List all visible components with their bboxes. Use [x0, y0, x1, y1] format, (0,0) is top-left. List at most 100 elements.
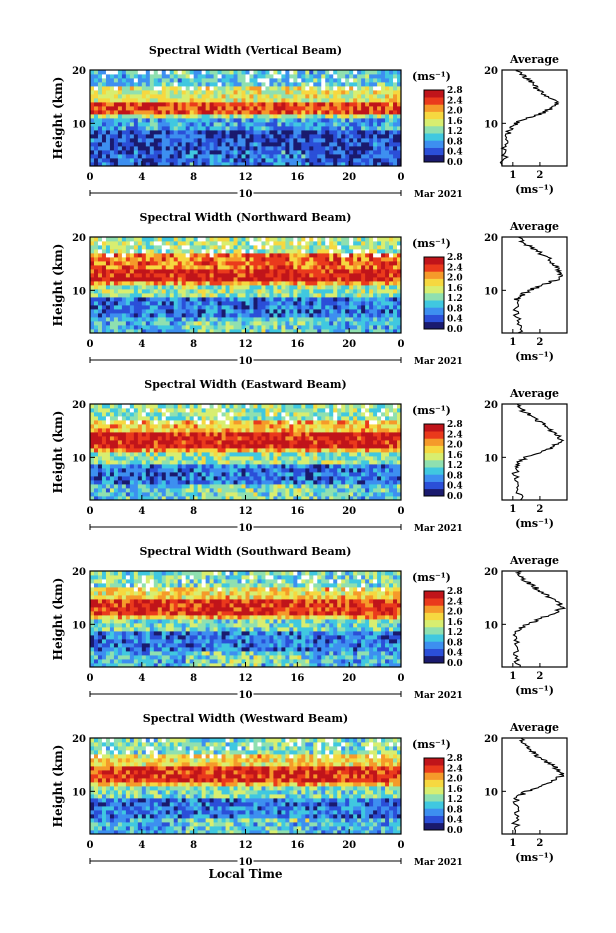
heatmap-cell: [293, 126, 297, 130]
heatmap-cell: [106, 102, 110, 106]
heatmap-cell: [313, 253, 317, 257]
heatmap-cell: [222, 317, 226, 321]
heatmap-cell: [158, 297, 162, 301]
heatmap-cell: [249, 476, 253, 480]
heatmap-cell: [134, 273, 138, 277]
heatmap-cell: [110, 448, 114, 452]
heatmap-cell: [289, 70, 293, 74]
heatmap-cell: [246, 464, 250, 468]
colorbar-tick-label: 0.8: [447, 304, 463, 314]
heatmap-cell: [285, 448, 289, 452]
heatmap-cell: [102, 452, 106, 456]
heatmap-cell: [249, 480, 253, 484]
heatmap-cell: [329, 102, 333, 106]
heatmap-cell: [142, 476, 146, 480]
heatmap-cell: [365, 102, 369, 106]
heatmap-cell: [166, 325, 170, 329]
heatmap-cell: [281, 293, 285, 297]
heatmap-cell: [301, 106, 305, 110]
heatmap-cell: [365, 305, 369, 309]
heatmap-cell: [317, 309, 321, 313]
heatmap-cell: [234, 257, 238, 261]
heatmap-cell: [305, 118, 309, 122]
heatmap-cell: [90, 130, 94, 134]
heatmap-cell: [269, 476, 273, 480]
heatmap-cell: [222, 301, 226, 305]
heatmap-cell: [218, 106, 222, 110]
heatmap-cell: [285, 289, 289, 293]
heatmap-cell: [194, 74, 198, 78]
heatmap-cell: [329, 257, 333, 261]
heatmap-cell: [385, 448, 389, 452]
heatmap-cell: [230, 158, 234, 162]
heatmap-cell: [238, 492, 242, 496]
heatmap-cell: [325, 305, 329, 309]
heatmap-cell: [94, 150, 98, 154]
heatmap-cell: [166, 285, 170, 289]
heatmap-cell: [313, 492, 317, 496]
heatmap-cell: [222, 452, 226, 456]
heatmap-cell: [253, 265, 257, 269]
heatmap-cell: [305, 317, 309, 321]
heatmap-cell: [317, 138, 321, 142]
heatmap-cell: [214, 265, 218, 269]
heatmap-cell: [118, 305, 122, 309]
heatmap-cell: [202, 241, 206, 245]
heatmap-cell: [329, 293, 333, 297]
heatmap-cell: [381, 126, 385, 130]
heatmap-cell: [341, 70, 345, 74]
heatmap-cell: [126, 82, 130, 86]
heatmap-cell: [357, 241, 361, 245]
heatmap-cell: [265, 269, 269, 273]
heatmap-cell: [210, 460, 214, 464]
heatmap-cell: [242, 82, 246, 86]
heatmap-cell: [118, 78, 122, 82]
heatmap-cell: [238, 277, 242, 281]
heatmap-cell: [118, 309, 122, 313]
heatmap-cell: [186, 273, 190, 277]
heatmap-cell: [317, 464, 321, 468]
heatmap-cell: [158, 492, 162, 496]
heatmap-cell: [134, 158, 138, 162]
heatmap-cell: [321, 464, 325, 468]
heatmap-cell: [341, 94, 345, 98]
heatmap-cell: [134, 265, 138, 269]
heatmap-cell: [349, 472, 353, 476]
heatmap-cell: [357, 289, 361, 293]
heatmap-cell: [110, 273, 114, 277]
heatmap-cell: [234, 70, 238, 74]
heatmap-cell: [110, 158, 114, 162]
heatmap-cell: [277, 488, 281, 492]
heatmap-cell: [186, 114, 190, 118]
heatmap-cell: [246, 241, 250, 245]
heatmap-cell: [214, 321, 218, 325]
heatmap-cell: [341, 154, 345, 158]
heatmap-cell: [329, 448, 333, 452]
heatmap-cell: [122, 106, 126, 110]
heatmap-cell: [305, 321, 309, 325]
heatmap-cell: [317, 269, 321, 273]
heatmap-cell: [230, 472, 234, 476]
heatmap-cell: [301, 476, 305, 480]
heatmap-cell: [218, 146, 222, 150]
heatmap-cell: [317, 253, 321, 257]
heatmap-cell: [230, 249, 234, 253]
heatmap-cell: [206, 265, 210, 269]
heatmap-cell: [162, 106, 166, 110]
heatmap-cell: [377, 492, 381, 496]
heatmap-cell: [281, 460, 285, 464]
heatmap-cell: [206, 126, 210, 130]
heatmap-cell: [301, 281, 305, 285]
heatmap-cell: [242, 277, 246, 281]
heatmap-cell: [265, 476, 269, 480]
heatmap-cell: [114, 297, 118, 301]
heatmap-cell: [130, 297, 134, 301]
heatmap-cell: [257, 158, 261, 162]
heatmap-cell: [174, 138, 178, 142]
heatmap-cell: [289, 309, 293, 313]
heatmap-cell: [337, 444, 341, 448]
heatmap-cell: [146, 122, 150, 126]
heatmap-cell: [138, 305, 142, 309]
heatmap-cell: [154, 86, 158, 90]
heatmap-cell: [257, 102, 261, 106]
